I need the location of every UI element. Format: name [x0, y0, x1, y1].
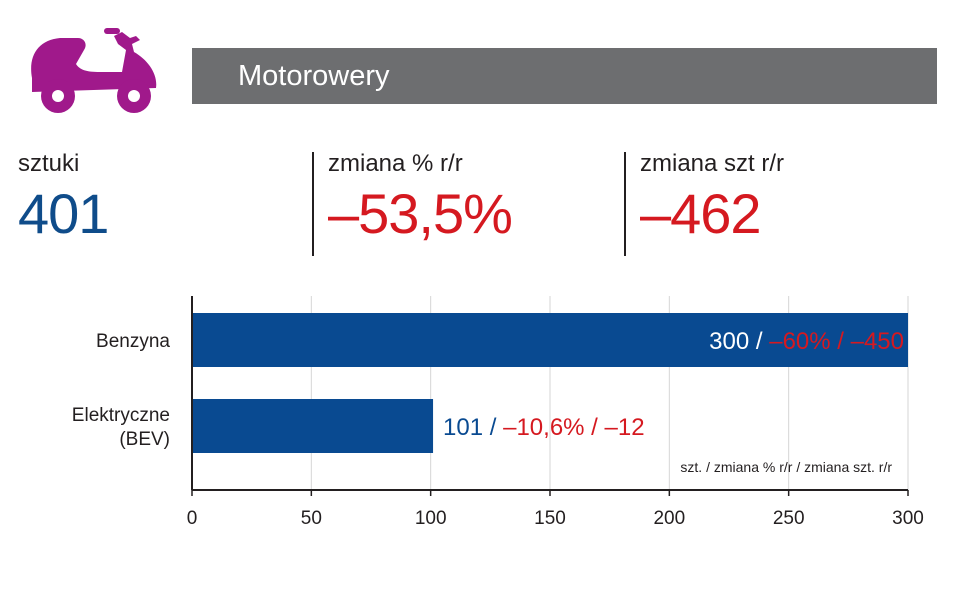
y-category-label: Benzyna — [96, 331, 170, 352]
bar-chart: 0 50 100 150 200 250 300 Benzyna 300 / –60% / –4… — [72, 296, 924, 529]
bar — [192, 313, 908, 367]
bar — [192, 399, 434, 453]
stat-units-value: 401 — [18, 182, 109, 245]
stat-units-label: sztuki — [18, 150, 80, 177]
stat-change-percent: zmiana % r/r –53,5% — [328, 150, 513, 245]
x-tick-label: 100 — [415, 508, 447, 529]
chart-note: szt. / zmiana % r/r / zmiana szt. r/r — [680, 459, 892, 475]
x-tick-label: 150 — [534, 508, 566, 529]
stat-change-units-value: –462 — [640, 182, 762, 245]
scooter-icon — [31, 28, 157, 113]
header-bar: Motorowery — [192, 48, 937, 104]
data-label: 101 / –10,6% / –12 — [443, 414, 645, 441]
stat-change-percent-label: zmiana % r/r — [328, 150, 463, 177]
divider — [624, 152, 626, 256]
x-tick-label: 200 — [653, 508, 685, 529]
divider — [312, 152, 314, 256]
stat-units: sztuki 401 — [18, 150, 109, 245]
data-label: 300 / –60% / –450 — [709, 328, 904, 355]
stat-change-percent-value: –53,5% — [328, 182, 513, 245]
page-title: Motorowery — [238, 60, 390, 92]
x-tick-label: 0 — [187, 508, 198, 529]
x-tick-label: 300 — [892, 508, 924, 529]
stat-change-units: zmiana szt r/r –462 — [640, 150, 784, 244]
x-tick-label: 50 — [301, 508, 322, 529]
x-tick-label: 250 — [773, 508, 805, 529]
stat-change-units-label: zmiana szt r/r — [640, 150, 785, 177]
y-category-label: Elektryczne (BEV) — [72, 405, 170, 450]
